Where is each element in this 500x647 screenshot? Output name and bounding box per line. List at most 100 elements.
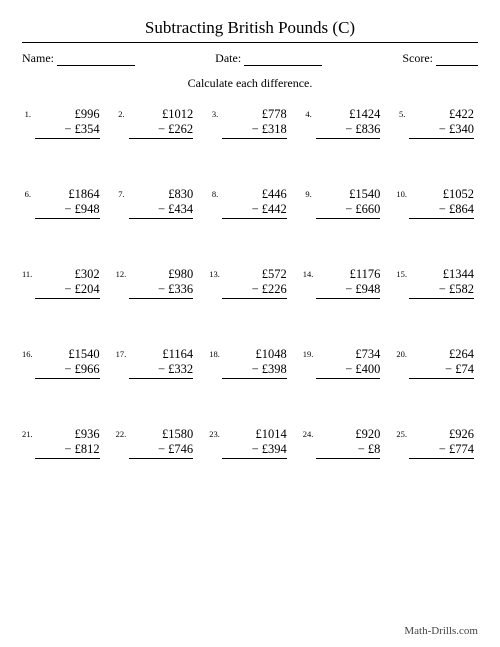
problem-body: £920− £8	[316, 427, 385, 459]
problem: 9.£1540− £660	[303, 187, 385, 219]
subtrahend: − £262	[129, 122, 194, 139]
minuend: £1424	[316, 107, 381, 122]
date-line[interactable]	[244, 65, 322, 66]
minuend: £1580	[129, 427, 194, 442]
problem: 16.£1540− £966	[22, 347, 104, 379]
subtrahend: − £966	[35, 362, 100, 379]
minuend: £1540	[35, 347, 100, 362]
score-line[interactable]	[436, 65, 478, 66]
problem-body: £1012− £262	[129, 107, 198, 139]
problem-number: 24.	[303, 427, 316, 439]
score-field: Score:	[402, 51, 478, 66]
problem-number: 4.	[303, 107, 316, 119]
problem-number: 10.	[396, 187, 409, 199]
subtrahend: − £354	[35, 122, 100, 139]
problem-body: £422− £340	[409, 107, 478, 139]
problem-number: 2.	[116, 107, 129, 119]
problem-body: £572− £226	[222, 267, 291, 299]
minuend: £830	[129, 187, 194, 202]
problem-body: £1540− £966	[35, 347, 104, 379]
problem-number: 5.	[396, 107, 409, 119]
problem-body: £778− £318	[222, 107, 291, 139]
subtrahend: − £660	[316, 202, 381, 219]
subtrahend: − £442	[222, 202, 287, 219]
problem: 18.£1048− £398	[209, 347, 291, 379]
subtrahend: − £204	[35, 282, 100, 299]
header-row: Name: Date: Score:	[22, 51, 478, 66]
problem: 8.£446− £442	[209, 187, 291, 219]
minuend: £980	[129, 267, 194, 282]
problem: 4.£1424− £836	[303, 107, 385, 139]
problem-number: 9.	[303, 187, 316, 199]
page-title: Subtracting British Pounds (C)	[22, 18, 478, 38]
problem-grid: 1.£996− £3542.£1012− £2623.£778− £3184.£…	[22, 107, 478, 459]
minuend: £1176	[316, 267, 381, 282]
problem-body: £926− £774	[409, 427, 478, 459]
subtrahend: − £948	[35, 202, 100, 219]
score-label: Score:	[402, 51, 433, 66]
minuend: £1864	[35, 187, 100, 202]
minuend: £734	[316, 347, 381, 362]
problem: 22.£1580− £746	[116, 427, 198, 459]
minuend: £1344	[409, 267, 474, 282]
problem: 3.£778− £318	[209, 107, 291, 139]
problem-number: 21.	[22, 427, 35, 439]
problem-number: 3.	[209, 107, 222, 119]
problem-body: £1052− £864	[409, 187, 478, 219]
subtrahend: − £8	[316, 442, 381, 459]
problem: 21.£936− £812	[22, 427, 104, 459]
problem: 15.£1344− £582	[396, 267, 478, 299]
minuend: £1014	[222, 427, 287, 442]
problem-body: £1176− £948	[316, 267, 385, 299]
problem-number: 19.	[303, 347, 316, 359]
subtrahend: − £398	[222, 362, 287, 379]
problem-body: £1014− £394	[222, 427, 291, 459]
problem: 19.£734− £400	[303, 347, 385, 379]
problem-body: £830− £434	[129, 187, 198, 219]
problem-body: £996− £354	[35, 107, 104, 139]
problem-number: 14.	[303, 267, 316, 279]
problem-body: £734− £400	[316, 347, 385, 379]
name-label: Name:	[22, 51, 54, 66]
subtrahend: − £74	[409, 362, 474, 379]
subtrahend: − £948	[316, 282, 381, 299]
problem-body: £1540− £660	[316, 187, 385, 219]
minuend: £1048	[222, 347, 287, 362]
problem-number: 20.	[396, 347, 409, 359]
problem-body: £980− £336	[129, 267, 198, 299]
instruction: Calculate each difference.	[22, 76, 478, 91]
minuend: £1540	[316, 187, 381, 202]
problem-number: 1.	[22, 107, 35, 119]
subtrahend: − £582	[409, 282, 474, 299]
problem-number: 15.	[396, 267, 409, 279]
problem-number: 16.	[22, 347, 35, 359]
name-line[interactable]	[57, 65, 135, 66]
problem: 2.£1012− £262	[116, 107, 198, 139]
subtrahend: − £318	[222, 122, 287, 139]
problem-number: 25.	[396, 427, 409, 439]
minuend: £936	[35, 427, 100, 442]
title-rule	[22, 42, 478, 43]
problem-body: £302− £204	[35, 267, 104, 299]
minuend: £920	[316, 427, 381, 442]
problem-number: 8.	[209, 187, 222, 199]
problem-number: 7.	[116, 187, 129, 199]
minuend: £1052	[409, 187, 474, 202]
minuend: £302	[35, 267, 100, 282]
subtrahend: − £836	[316, 122, 381, 139]
problem: 7.£830− £434	[116, 187, 198, 219]
subtrahend: − £400	[316, 362, 381, 379]
subtrahend: − £226	[222, 282, 287, 299]
problem: 5.£422− £340	[396, 107, 478, 139]
minuend: £926	[409, 427, 474, 442]
problem: 24.£920− £8	[303, 427, 385, 459]
problem: 12.£980− £336	[116, 267, 198, 299]
subtrahend: − £332	[129, 362, 194, 379]
footer: Math-Drills.com	[404, 625, 478, 637]
problem-number: 13.	[209, 267, 222, 279]
problem: 25.£926− £774	[396, 427, 478, 459]
problem-body: £936− £812	[35, 427, 104, 459]
minuend: £778	[222, 107, 287, 122]
problem-body: £1164− £332	[129, 347, 198, 379]
subtrahend: − £394	[222, 442, 287, 459]
